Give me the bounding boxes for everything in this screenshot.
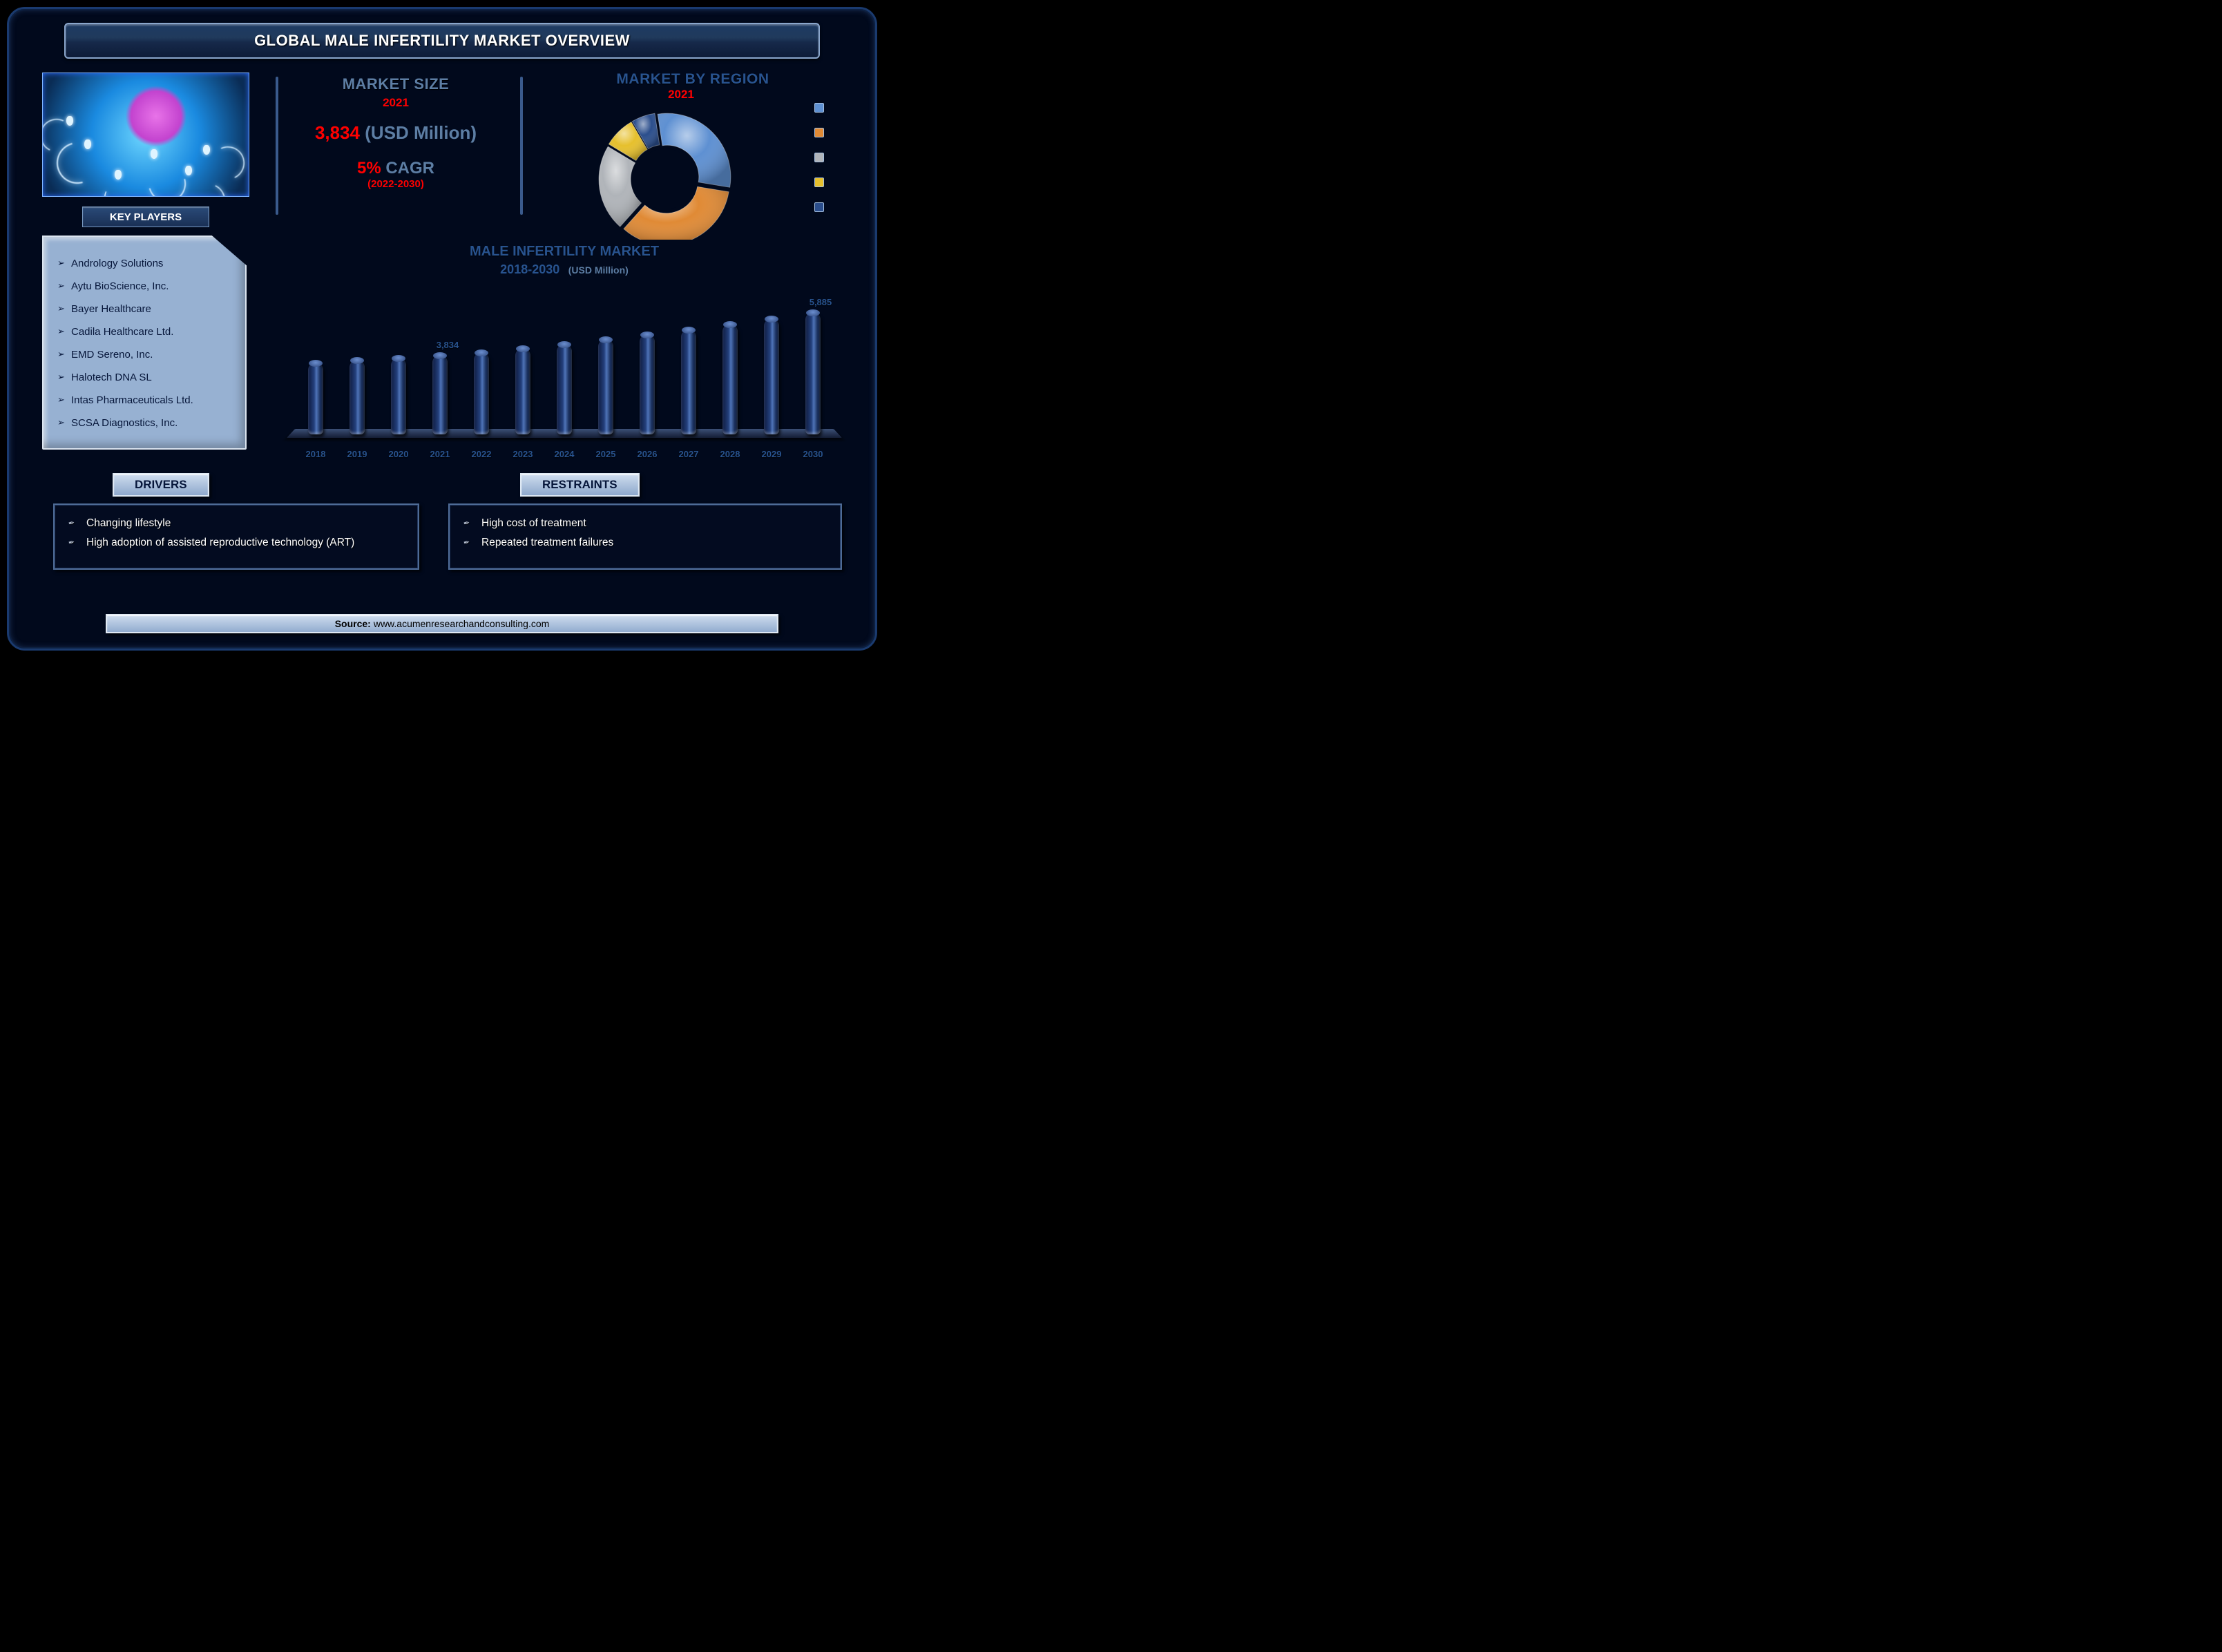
bar [722, 324, 738, 434]
bar-x-label: 2025 [591, 449, 621, 459]
drivers-box: Changing lifestyleHigh adoption of assis… [53, 503, 419, 570]
bar [474, 352, 489, 434]
source-label: Source: [335, 618, 371, 629]
market-size-year: 2021 [299, 96, 492, 110]
legend-swatch [814, 153, 824, 162]
bar-slot [591, 339, 621, 434]
page-title: GLOBAL MALE INFERTILITY MARKET OVERVIEW [64, 23, 820, 59]
region-panel: MARKET BY REGION 2021 [541, 71, 845, 240]
legend-swatch [814, 103, 824, 113]
bar-slot [466, 352, 497, 434]
bar [557, 344, 572, 434]
legend-swatch [814, 202, 824, 212]
bar [308, 363, 323, 434]
bar-x-label: 2024 [549, 449, 580, 459]
key-players-title: KEY PLAYERS [82, 206, 209, 227]
key-players-panel: Andrology SolutionsAytu BioScience, Inc.… [42, 236, 247, 450]
market-size-heading: MARKET SIZE [299, 75, 492, 93]
drivers-item: High adoption of assisted reproductive t… [79, 534, 404, 553]
cagr-percent: 5% [357, 159, 381, 177]
bar [515, 348, 530, 434]
bar-x-label: 2030 [798, 449, 828, 459]
cagr-label: CAGR [385, 159, 434, 177]
region-year: 2021 [517, 88, 845, 102]
source-url: www.acumenresearchandconsulting.com [374, 618, 549, 629]
divider [276, 77, 278, 215]
bar [598, 339, 613, 434]
bar: 5,885 [805, 312, 821, 434]
bar-slot [342, 360, 372, 434]
key-player-item: EMD Sereno, Inc. [60, 343, 233, 366]
key-player-item: Halotech DNA SL [60, 366, 233, 389]
restraints-item: High cost of treatment [475, 515, 827, 534]
market-size-value: 3,834 [315, 122, 360, 143]
bar [349, 360, 365, 434]
region-heading: MARKET BY REGION [541, 71, 845, 88]
bar [764, 318, 779, 434]
key-player-item: Intas Pharmaceuticals Ltd. [60, 389, 233, 412]
market-size-unit: (USD Million) [365, 122, 477, 143]
outer-frame: GLOBAL MALE INFERTILITY MARKET OVERVIEW … [7, 7, 877, 651]
bar-x-label: 2028 [715, 449, 745, 459]
bar-x-label: 2019 [342, 449, 372, 459]
key-player-item: Bayer Healthcare [60, 298, 233, 320]
bar-slot [632, 334, 662, 434]
bar-x-label: 2020 [383, 449, 414, 459]
restraints-item: Repeated treatment failures [475, 534, 827, 553]
bar-value-label: 5,885 [800, 297, 841, 307]
bar-slot: 3,834 [425, 355, 455, 434]
region-donut-chart [541, 102, 789, 240]
bar-x-label: 2022 [466, 449, 497, 459]
bar-slot [549, 344, 580, 434]
key-player-item: SCSA Diagnostics, Inc. [60, 412, 233, 434]
bar-slot: 5,885 [798, 312, 828, 434]
bar-slot [673, 329, 704, 434]
source-bar: Source: www.acumenresearchandconsulting.… [106, 614, 778, 633]
restraints-label: RESTRAINTS [520, 473, 640, 497]
key-player-item: Andrology Solutions [60, 252, 233, 275]
cagr-range: (2022-2030) [299, 178, 492, 190]
bar: 3,834 [432, 355, 448, 434]
bar-chart-unit: (USD Million) [568, 265, 629, 276]
legend-swatch [814, 177, 824, 187]
hero-illustration [42, 73, 249, 197]
bar [681, 329, 696, 434]
bar-slot [300, 363, 331, 434]
bar-x-label: 2023 [508, 449, 538, 459]
bar-x-label: 2026 [632, 449, 662, 459]
bar-value-label: 3,834 [427, 340, 468, 350]
key-player-item: Aytu BioScience, Inc. [60, 275, 233, 298]
legend-swatch [814, 128, 824, 137]
bar-x-label: 2021 [425, 449, 455, 459]
bar [391, 358, 406, 434]
bar-slot [756, 318, 787, 434]
market-size-panel: MARKET SIZE 2021 3,834 (USD Million) 5% … [299, 75, 492, 190]
bar-slot [383, 358, 414, 434]
bar-chart-title: MALE INFERTILITY MARKET [281, 244, 847, 260]
drivers-label: DRIVERS [113, 473, 209, 497]
bar-x-label: 2018 [300, 449, 331, 459]
bar [640, 334, 655, 434]
bar-chart: MALE INFERTILITY MARKET 2018-2030 (USD M… [281, 244, 847, 459]
bar-x-label: 2029 [756, 449, 787, 459]
bar-slot [715, 324, 745, 434]
key-player-item: Cadila Healthcare Ltd. [60, 320, 233, 343]
drivers-item: Changing lifestyle [79, 515, 404, 534]
bar-slot [508, 348, 538, 434]
restraints-box: High cost of treatmentRepeated treatment… [448, 503, 842, 570]
bar-chart-range: 2018-2030 [500, 262, 559, 276]
bar-x-label: 2027 [673, 449, 704, 459]
